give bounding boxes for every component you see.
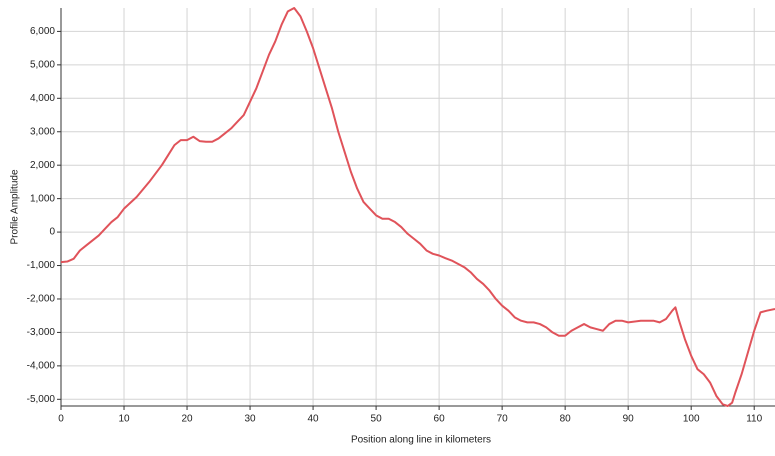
y-tick-label: -3,000 — [27, 327, 56, 338]
x-tick-label: 70 — [497, 414, 509, 425]
x-tick-label: 110 — [746, 414, 762, 425]
y-tick-label: -4,000 — [27, 361, 56, 372]
y-tick-label: 6,000 — [30, 26, 55, 37]
x-axis-label: Position along line in kilometers — [351, 435, 491, 446]
y-tick-label: 0 — [49, 227, 55, 238]
x-tick-label: 10 — [118, 414, 130, 425]
y-tick-label: 3,000 — [30, 126, 55, 137]
y-tick-label: -5,000 — [27, 394, 56, 405]
x-tick-label: 0 — [58, 414, 64, 425]
x-tick-label: 80 — [560, 414, 572, 425]
x-tick-label: 30 — [244, 414, 256, 425]
y-tick-label: -2,000 — [27, 294, 56, 305]
y-tick-label: -1,000 — [27, 260, 56, 271]
x-tick-label: 100 — [683, 414, 700, 425]
y-tick-label: 1,000 — [30, 193, 55, 204]
data-line — [60, 7, 775, 407]
x-tick-label: 40 — [308, 414, 320, 425]
y-tick-label: 2,000 — [30, 160, 55, 171]
y-axis-label: Profile Amplitude — [10, 169, 21, 244]
y-tick-label: 5,000 — [30, 59, 55, 70]
x-tick-label: 50 — [371, 414, 383, 425]
x-tick-label: 90 — [623, 414, 635, 425]
x-tick-label: 60 — [434, 414, 446, 425]
y-tick-label: 4,000 — [30, 93, 55, 104]
x-tick-label: 20 — [181, 414, 193, 425]
